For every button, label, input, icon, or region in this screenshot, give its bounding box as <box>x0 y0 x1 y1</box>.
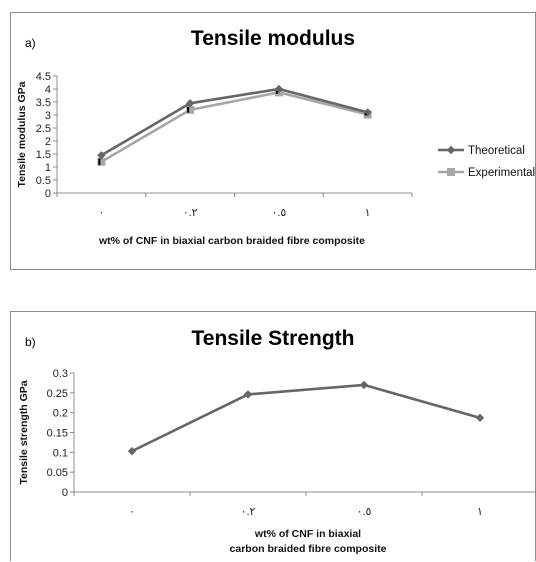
y-tick-label: 2 <box>45 136 51 148</box>
x-axis-title: wt% of CNF in biaxial carbon braided fib… <box>98 235 365 247</box>
series-line <box>131 383 481 453</box>
y-tick-label: 1.5 <box>36 149 51 161</box>
data-point <box>97 157 106 166</box>
y-tick-label: 2.5 <box>36 123 51 135</box>
x-tick-label: ٠ <box>98 207 104 219</box>
y-tick-label: 4.5 <box>36 71 51 83</box>
legend-marker <box>446 145 456 155</box>
chart-panel-tensile-strength: b) Tensile Strength 0 0.05 0.1 0.15 0.2 0.25 0… <box>10 311 536 561</box>
y-tick-label: 0.2 <box>53 408 68 420</box>
legend-label: Experimental <box>468 167 535 179</box>
y-tick-label: 1 <box>45 162 51 174</box>
series-line <box>100 91 368 163</box>
data-point <box>186 105 195 114</box>
x-tick-label: ٠.٢ <box>241 506 256 518</box>
panel-label: a) <box>25 36 36 50</box>
x-tick-label: ٠.٢ <box>183 207 198 219</box>
y-tick-label: 3 <box>45 110 51 122</box>
chart-plot: 0 0.05 0.1 0.15 0.2 0.25 0.3 ٠ ٠.٢ ٠.٥ ١ Tensile st… <box>18 368 536 555</box>
y-tick-label: 0.3 <box>53 368 68 380</box>
y-tick-label: 0.1 <box>53 447 68 459</box>
y-tick-label: 0 <box>45 188 51 200</box>
x-tick-label: ٠.٥ <box>271 207 286 219</box>
y-tick-label: 0.15 <box>47 428 68 440</box>
y-axis-title: Tensile strength GPa <box>18 380 30 484</box>
x-tick-label: ١ <box>365 207 371 219</box>
data-point <box>359 380 369 390</box>
x-axis-title: wt% of CNF in biaxial <box>254 528 361 540</box>
x-tick-label: ٠.٥ <box>357 506 372 518</box>
legend-marker <box>447 168 455 176</box>
y-tick-label: 0.5 <box>36 175 51 187</box>
chart-panel-tensile-modulus: a) Tensile modulus 0 0.5 1 1.5 2 2.5 3 3.5 4 4.5 ٠… <box>10 12 536 270</box>
y-tick-label: 3.5 <box>36 97 51 109</box>
series-line <box>100 87 368 157</box>
y-tick-label: 0.25 <box>47 388 68 400</box>
x-tick-label: ٠ <box>129 506 135 518</box>
y-axis-title: Tensile modulus GPa <box>16 81 28 187</box>
panel-label: b) <box>25 335 36 349</box>
chart-plot: 00.511.522.533.544.5 ٠ ٠.٢ ٠.٥ ١ Tensile modu… <box>16 71 535 247</box>
chart-title: Tensile modulus <box>190 27 356 50</box>
y-tick-label: 0 <box>62 487 68 499</box>
data-point <box>97 151 106 160</box>
data-point <box>475 413 485 423</box>
x-tick-label: ١ <box>477 506 483 518</box>
data-point <box>243 390 253 399</box>
y-tick-label: 0.05 <box>47 467 68 479</box>
y-tick-label: 4 <box>45 84 51 96</box>
legend-label: Theoretical <box>468 145 525 157</box>
data-point <box>127 446 137 456</box>
x-axis-title: carbon braided fibre composite <box>230 543 387 555</box>
data-point <box>185 99 195 108</box>
chart-title: Tensile Strength <box>191 327 355 350</box>
